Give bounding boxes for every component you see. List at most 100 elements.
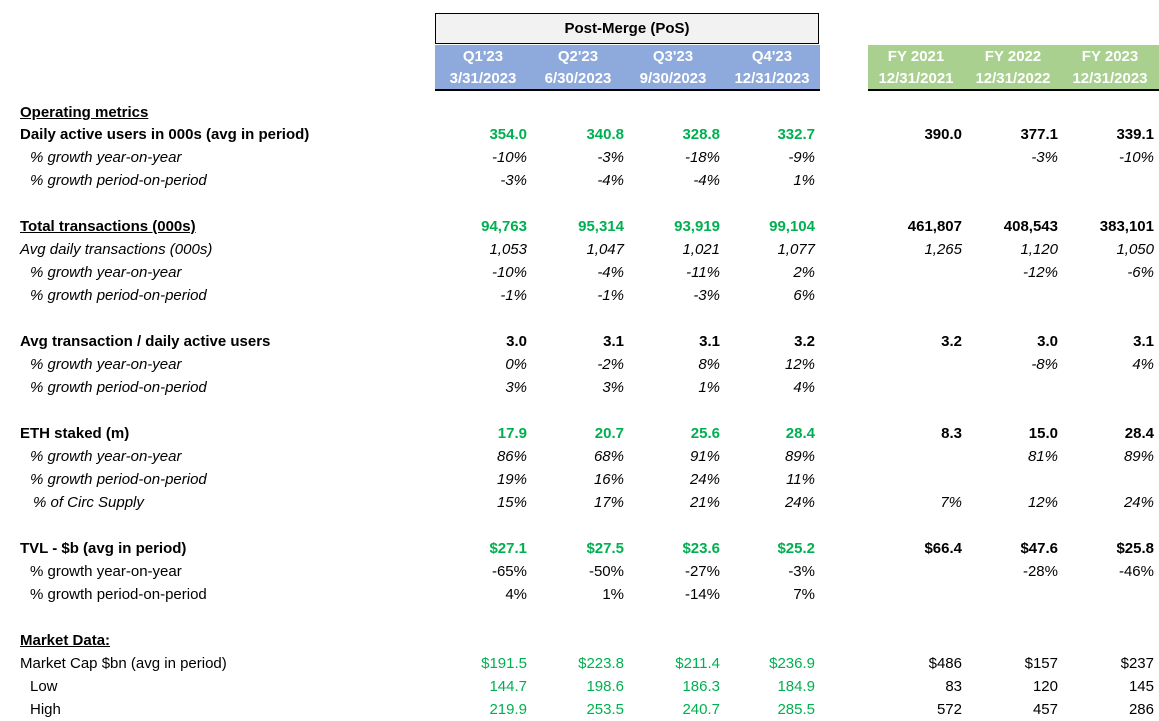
quarter-value-cell: 1,053 (489, 241, 527, 258)
row-label: Low (30, 678, 58, 695)
table-row: Low 144.7 198.6 186.3 184.9 83 120 145 (0, 675, 1159, 698)
q1-label: Q1'23 (462, 48, 504, 65)
quarter-value-cell: 198.6 (586, 678, 624, 695)
quarter-value-cell: 340.8 (586, 126, 624, 143)
quarter-value-cell: 25.6 (690, 425, 720, 442)
quarter-value-cell: 7% (793, 586, 815, 603)
year-value-cell: 1,050 (1116, 241, 1154, 258)
row-label: % growth period-on-period (30, 172, 207, 189)
table-row: Total transactions (000s) 94,763 95,314 93,… (0, 215, 1159, 238)
quarter-value-cell: 6% (793, 287, 815, 304)
year-value-cell: 286 (1128, 701, 1154, 718)
quarter-value-cell: 21% (689, 494, 720, 511)
row-label: Avg daily transactions (000s) (20, 241, 213, 258)
year-value-cell: $25.8 (1116, 540, 1154, 557)
q3-label: Q3'23 (652, 48, 694, 65)
year-value-cell: $47.6 (1020, 540, 1058, 557)
quarter-value-cell: -3% (500, 172, 527, 189)
quarter-value-cell: $23.6 (682, 540, 720, 557)
post-merge-header: Post-Merge (PoS) (435, 13, 819, 44)
row-label: Daily active users in 000s (avg in perio… (20, 126, 310, 143)
year-value-cell: 461,807 (907, 218, 962, 235)
quarter-value-cell: 354.0 (489, 126, 527, 143)
row-label: % growth period-on-period (30, 379, 207, 396)
quarter-value-cell: -3% (788, 563, 815, 580)
quarter-value-cell: 3% (602, 379, 624, 396)
quarter-value-cell: $191.5 (481, 655, 527, 672)
quarter-value-cell: 16% (593, 471, 624, 488)
table-row: % growth year-on-year -10% -3% -18% -9% -3% -1… (0, 146, 1159, 169)
quarter-value-cell: 3.2 (794, 333, 815, 350)
quarter-value-cell: 15% (496, 494, 527, 511)
quarter-value-cell: 4% (505, 586, 527, 603)
fy2023-label: FY 2023 (1081, 48, 1139, 65)
table-row: % growth year-on-year 0% -2% 8% 12% -8% 4% (0, 353, 1159, 376)
year-value-cell: 408,543 (1003, 218, 1058, 235)
year-value-cell: 7% (940, 494, 962, 511)
q3-date: 9/30/2023 (639, 70, 707, 87)
year-value-cell: 3.1 (1133, 333, 1154, 350)
year-value-cell: 120 (1032, 678, 1058, 695)
year-value-cell: -46% (1118, 563, 1154, 580)
year-value-cell: $237 (1120, 655, 1154, 672)
quarter-value-cell: -9% (788, 149, 815, 166)
quarter-value-cell: 240.7 (682, 701, 720, 718)
quarter-value-cell: -4% (597, 264, 624, 281)
row-label: % growth year-on-year (30, 563, 182, 580)
row-label: % growth period-on-period (30, 586, 207, 603)
year-value-cell: 3.2 (941, 333, 962, 350)
year-value-cell: 377.1 (1020, 126, 1058, 143)
quarter-value-cell: 94,763 (481, 218, 527, 235)
year-value-cell: -12% (1022, 264, 1058, 281)
row-label: Market Cap $bn (avg in period) (20, 655, 227, 672)
row-label: Total transactions (000s) (20, 218, 196, 235)
quarter-value-cell: $27.1 (489, 540, 527, 557)
row-label: % growth year-on-year (30, 264, 182, 281)
quarter-value-cell: 1,077 (777, 241, 815, 258)
year-value-cell: $66.4 (924, 540, 962, 557)
quarter-value-cell: 1% (793, 172, 815, 189)
year-value-cell: 1,120 (1020, 241, 1058, 258)
quarter-value-cell: -50% (588, 563, 624, 580)
quarter-value-cell: -10% (491, 149, 527, 166)
row-label: Operating metrics (20, 104, 149, 121)
quarter-value-cell: 3.1 (699, 333, 720, 350)
q1-date: 3/31/2023 (449, 70, 517, 87)
table-row: % growth period-on-period 3% 3% 1% 4% (0, 376, 1159, 399)
quarter-value-cell: 332.7 (777, 126, 815, 143)
year-value-cell: $486 (928, 655, 962, 672)
year-value-cell: 81% (1027, 448, 1058, 465)
quarter-value-cell: $211.4 (675, 655, 720, 672)
year-value-cell: 3.0 (1037, 333, 1058, 350)
quarter-value-cell: 2% (793, 264, 815, 281)
year-value-cell: 12% (1027, 494, 1058, 511)
table-row: % growth period-on-period 19% 16% 24% 11% (0, 468, 1159, 491)
quarter-value-cell: $223.8 (578, 655, 624, 672)
year-value-cell: 572 (936, 701, 962, 718)
table-row: Avg transaction / daily active users 3.0 3… (0, 330, 1159, 353)
quarter-value-cell: -4% (693, 172, 720, 189)
quarter-value-cell: 3% (505, 379, 527, 396)
year-value-cell: -3% (1031, 149, 1058, 166)
quarter-header-band: Q1'23 3/31/2023 Q2'23 6/30/2023 Q3'23 9/… (435, 45, 820, 91)
quarter-value-cell: 99,104 (769, 218, 815, 235)
quarter-value-cell: 24% (689, 471, 720, 488)
row-label: % of Circ Supply (33, 494, 144, 511)
quarter-value-cell: $25.2 (777, 540, 815, 557)
table-row: ETH staked (m) 17.9 20.7 25.6 28.4 8.3 15.0 28.… (0, 422, 1159, 445)
quarter-value-cell: 8% (698, 356, 720, 373)
row-label: High (30, 701, 61, 718)
row-label: Market Data: (20, 632, 111, 649)
year-value-cell: $157 (1024, 655, 1058, 672)
quarter-value-cell: 86% (496, 448, 527, 465)
quarter-value-cell: 17% (593, 494, 624, 511)
quarter-value-cell: -4% (597, 172, 624, 189)
quarter-value-cell: -11% (686, 264, 720, 281)
row-label: % growth year-on-year (30, 149, 182, 166)
table-row: % growth period-on-period -3% -4% -4% 1% (0, 169, 1159, 192)
quarter-value-cell: 186.3 (682, 678, 720, 695)
quarter-value-cell: 24% (784, 494, 815, 511)
year-value-cell: 457 (1032, 701, 1058, 718)
row-label: Avg transaction / daily active users (20, 333, 271, 350)
quarter-value-cell: 95,314 (578, 218, 624, 235)
